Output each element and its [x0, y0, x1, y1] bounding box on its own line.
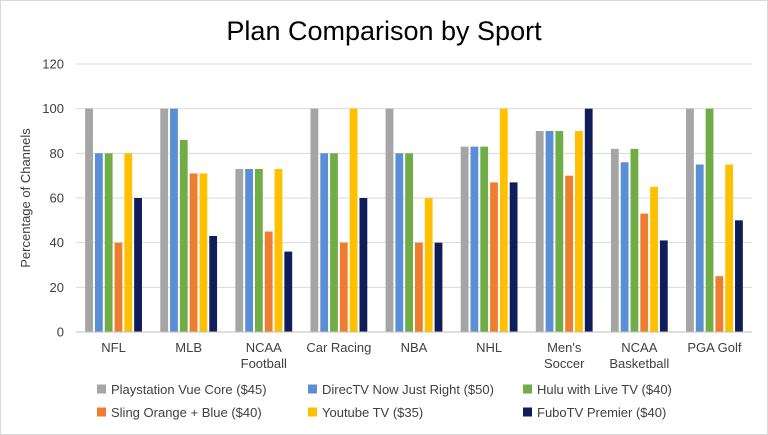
legend-label: DirecTV Now Just Right ($50)	[322, 382, 494, 397]
bar	[245, 168, 253, 332]
bar	[209, 235, 218, 332]
bar	[460, 146, 469, 332]
bar	[686, 108, 694, 332]
legend-label: Sling Orange + Blue ($40)	[111, 405, 262, 420]
bar	[545, 131, 554, 332]
y-tick-label: 60	[50, 191, 64, 206]
bar	[310, 108, 319, 332]
bar	[610, 148, 619, 332]
bar	[264, 231, 273, 332]
bar	[490, 182, 498, 332]
bar	[705, 108, 714, 332]
legend-label: FuboTV Premier ($40)	[537, 405, 666, 420]
legend-swatch	[308, 407, 317, 417]
bar	[735, 220, 743, 332]
y-axis-ticks: 0 20 40 60 80 100 120	[42, 57, 64, 340]
y-tick-label: 100	[42, 101, 64, 116]
legend-swatch	[97, 384, 106, 394]
bar	[339, 242, 348, 332]
bar	[385, 108, 394, 332]
bar	[499, 108, 508, 332]
bar	[630, 148, 639, 332]
bar	[94, 153, 103, 332]
x-tick-label: MLB	[175, 340, 202, 355]
legend-label: Youtube TV ($35)	[322, 405, 423, 420]
y-tick-label: 20	[50, 280, 64, 295]
bar	[434, 242, 443, 332]
bar	[650, 186, 658, 332]
y-tick-label: 40	[50, 235, 64, 250]
legend-swatch	[308, 384, 317, 394]
bar	[575, 131, 583, 332]
bar	[134, 198, 142, 332]
x-tick-label: NBA	[401, 340, 428, 355]
x-tick-label: NCAA Basketball	[609, 340, 669, 371]
bar	[179, 139, 188, 332]
bar	[620, 162, 629, 332]
x-tick-label: NFL	[101, 340, 126, 355]
x-tick-label: PGA Golf	[687, 340, 742, 355]
bar	[640, 213, 649, 332]
y-tick-label: 120	[42, 57, 64, 72]
bar	[509, 182, 518, 332]
bar	[124, 153, 133, 332]
bars	[85, 108, 743, 332]
bar	[284, 251, 293, 332]
bar	[189, 173, 198, 332]
legend-swatch	[523, 407, 532, 417]
bar	[470, 146, 479, 332]
bar	[254, 168, 263, 332]
bar	[424, 198, 433, 332]
bar	[584, 108, 593, 332]
bar	[85, 108, 93, 332]
y-tick-label: 0	[57, 325, 64, 340]
chart-title: Plan Comparison by Sport	[226, 16, 542, 46]
legend-swatch	[523, 384, 532, 394]
x-tick-label: Men's Soccer	[544, 340, 585, 371]
bar	[235, 168, 244, 332]
bar	[320, 153, 329, 332]
x-tick-label: Car Racing	[306, 340, 371, 355]
legend-label: Hulu with Live TV ($40)	[537, 382, 672, 397]
bar	[349, 108, 358, 332]
bar	[170, 108, 178, 332]
bar	[160, 108, 169, 332]
bar	[535, 131, 544, 332]
bar	[715, 276, 724, 332]
bar	[199, 173, 208, 332]
bar	[114, 242, 123, 332]
bar	[415, 242, 423, 332]
bar	[480, 146, 489, 332]
bar	[555, 131, 564, 332]
bar	[274, 168, 283, 332]
y-tick-label: 80	[50, 146, 64, 161]
bar	[395, 153, 404, 332]
bar	[359, 198, 368, 332]
gridlines	[76, 63, 752, 288]
legend-label: Playstation Vue Core ($45)	[111, 382, 267, 397]
bar	[405, 153, 413, 332]
bar	[565, 175, 574, 332]
bar	[725, 164, 734, 332]
bar	[659, 240, 668, 332]
x-axis-labels: NFL MLB NCAA Football Car Racing NBA NHL Men's S…	[101, 340, 742, 371]
y-axis-title: Percentage of Channels	[18, 128, 33, 268]
bar	[330, 153, 338, 332]
x-tick-label: NCAA Football	[241, 340, 287, 371]
legend: Playstation Vue Core ($45) DirecTV Now Ju…	[97, 382, 672, 420]
bar	[104, 153, 113, 332]
legend-swatch	[97, 407, 106, 417]
bar	[695, 164, 704, 332]
x-tick-label: NHL	[476, 340, 502, 355]
